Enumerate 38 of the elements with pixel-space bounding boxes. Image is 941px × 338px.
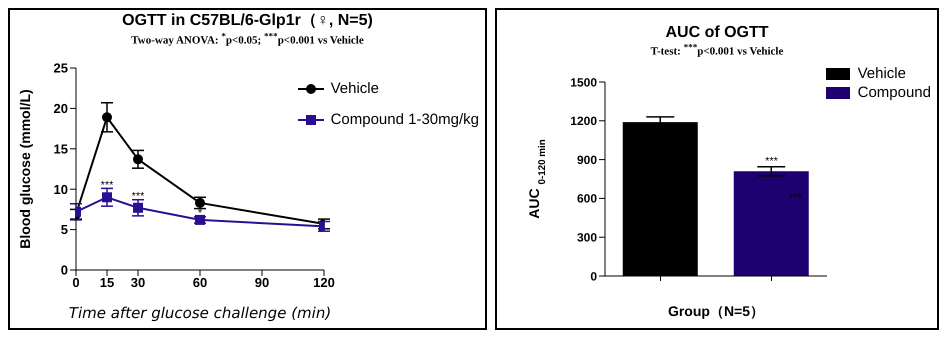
data-label: *: [198, 208, 203, 220]
y-axis-title: Blood glucose (mmol/L): [17, 89, 33, 249]
y-tick-label: 0: [60, 262, 68, 278]
x-axis-title: Time after glucose challenge (min): [68, 304, 332, 322]
data-label: ***: [100, 179, 114, 192]
point: [195, 214, 205, 225]
x-tick-label: 90: [254, 275, 270, 290]
x-tick-label: 60: [192, 275, 208, 290]
legend-label: Vehicle: [858, 65, 906, 82]
x-tick-label: 30: [130, 275, 146, 290]
point: [133, 154, 143, 164]
y-tick-label: 300: [576, 230, 598, 244]
chart-subtitle: T-test: $^{***}$p<0.001 vs Vehicle: [650, 42, 784, 58]
x-axis-title: Group（N=5）: [668, 303, 764, 319]
legend-label: Compound 1-30mg/kg: [330, 111, 479, 128]
chart-title: OGTT in C57BL/6-Glp1r（♀, N=5): [121, 11, 374, 31]
legend-label: Vehicle: [330, 80, 379, 97]
chart-subtitle: Two-way ANOVA: $^{*}$p<0.05; $^{***}$p<0.001 vs Vehicle: [130, 31, 365, 47]
annotation: ***: [789, 192, 802, 204]
x-tick-label: 120: [313, 275, 335, 290]
point: [102, 112, 112, 122]
y-tick-label: 900: [576, 152, 598, 167]
point: [133, 202, 143, 213]
y-tick-label: 1200: [570, 114, 598, 128]
data-label: ***: [765, 156, 779, 168]
y-tick-label: 10: [54, 182, 68, 197]
point: [102, 192, 112, 202]
x-tick-label: 15: [100, 275, 114, 290]
y-tick-label: 5: [60, 222, 68, 238]
x-tick-label: 0: [72, 275, 80, 290]
data-label: ***: [132, 190, 146, 203]
y-tick-label: 25: [54, 60, 68, 76]
y-tick-label: 1500: [570, 75, 598, 90]
y-tick-label: 600: [576, 192, 598, 206]
legend-label: Compound: [858, 84, 931, 101]
chart-title: AUC of OGTT: [664, 24, 770, 42]
y-tick-label: 15: [54, 141, 68, 156]
y-tick-label: 20: [54, 101, 68, 116]
